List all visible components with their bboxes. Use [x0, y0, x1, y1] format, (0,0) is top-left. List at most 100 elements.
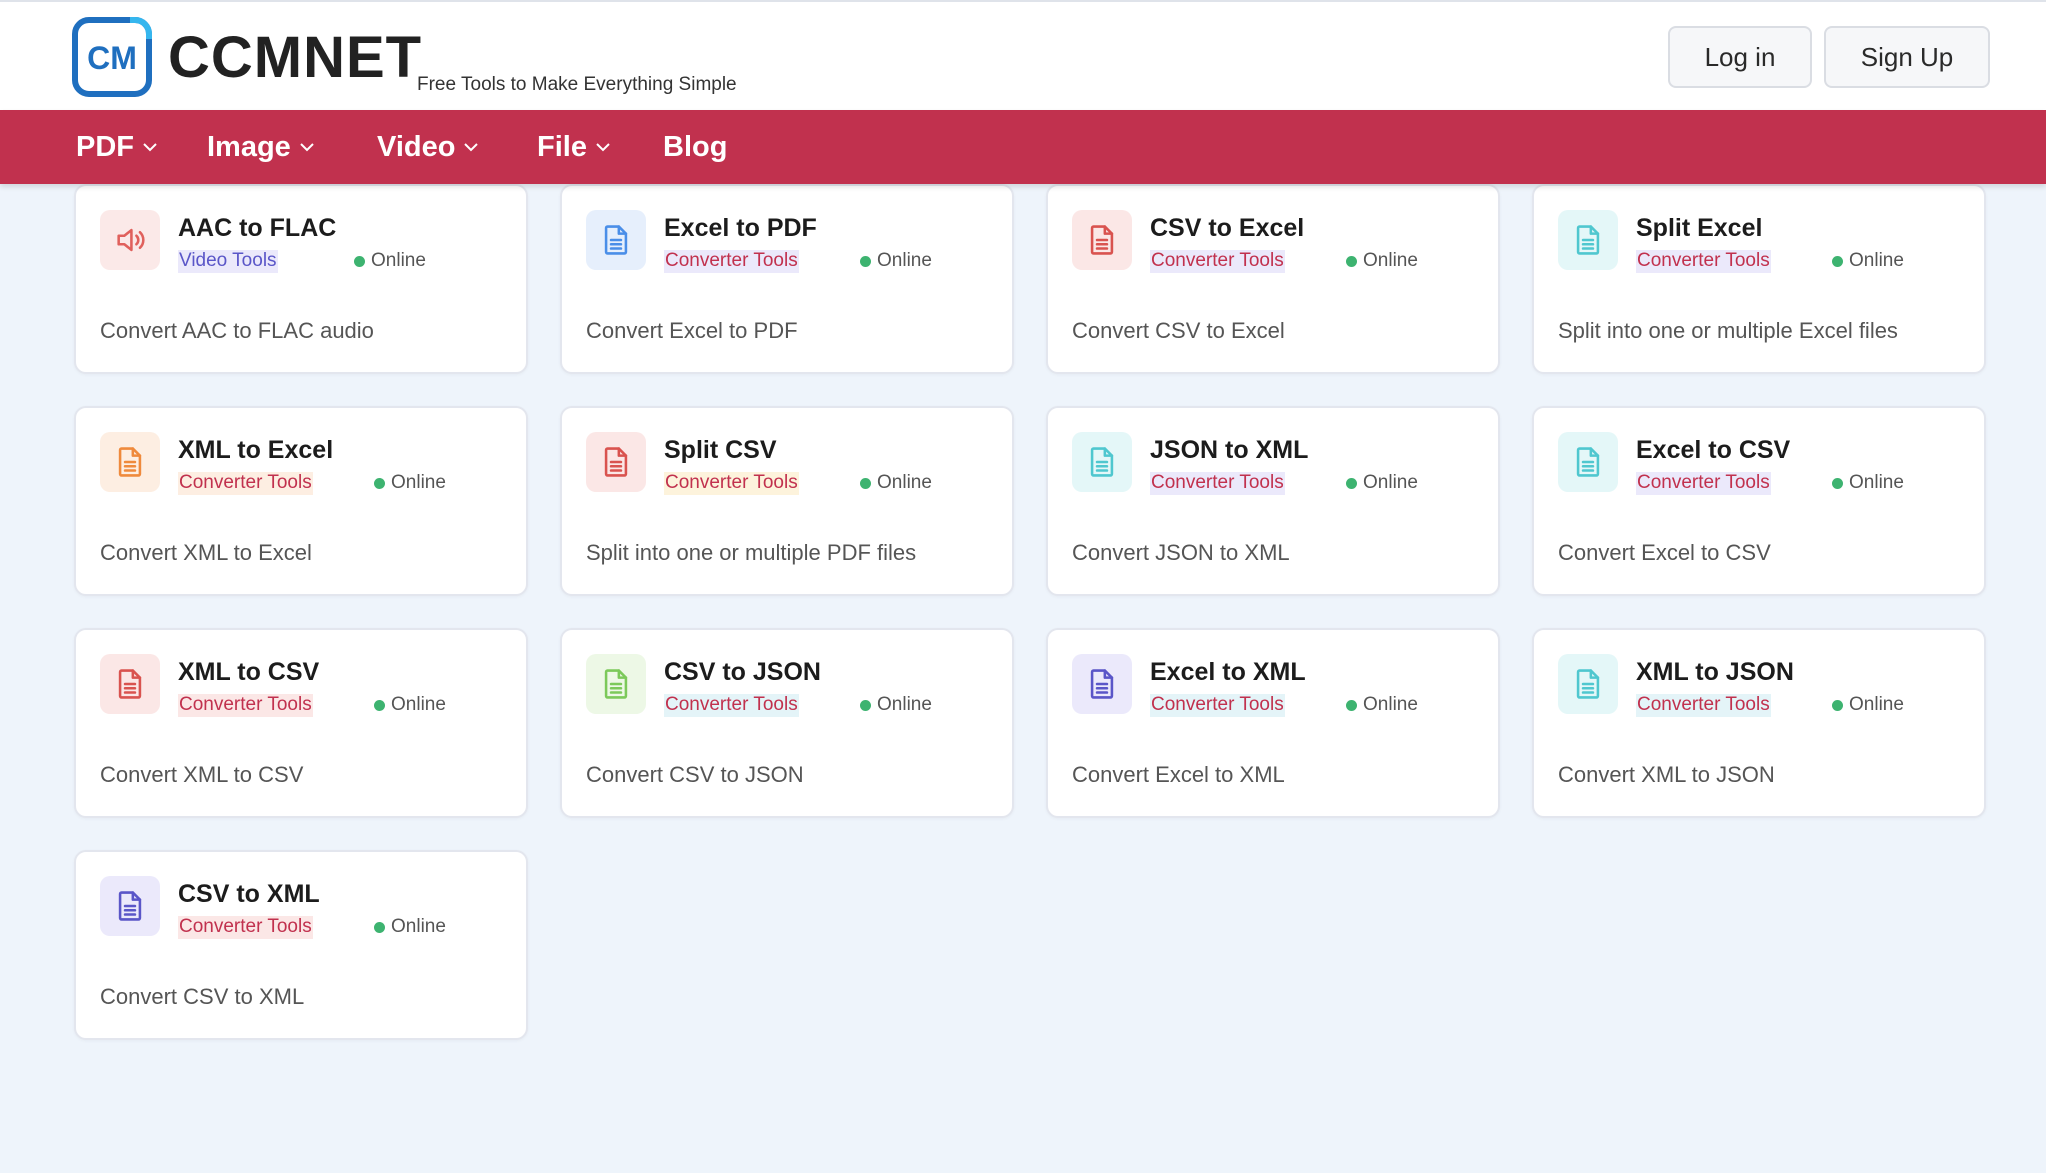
tool-category-link[interactable]: Converter Tools — [664, 694, 799, 717]
document-icon — [100, 876, 160, 936]
tool-category-link[interactable]: Converter Tools — [1150, 472, 1285, 495]
tool-category-link[interactable]: Converter Tools — [178, 694, 313, 717]
chevron-down-icon — [300, 143, 314, 152]
tool-card[interactable]: CSV to Excel Converter Tools Online Convert… — [1046, 184, 1500, 374]
status-text: Online — [391, 694, 446, 715]
tool-card[interactable]: Split CSV Converter Tools Online Split into… — [560, 406, 1014, 596]
status-text: Online — [391, 916, 446, 937]
status-badge: Online — [860, 694, 932, 716]
status-badge: Online — [1346, 250, 1418, 272]
signup-button[interactable]: Sign Up — [1824, 26, 1990, 88]
document-icon — [1072, 432, 1132, 492]
nav-item-pdf[interactable]: PDF — [76, 110, 158, 184]
tool-category-link[interactable]: Converter Tools — [1150, 250, 1285, 273]
status-badge: Online — [1346, 472, 1418, 494]
status-dot-icon — [1346, 255, 1357, 267]
tool-card[interactable]: Split Excel Converter Tools Online Split in… — [1532, 184, 1986, 374]
chevron-down-icon — [143, 143, 157, 152]
tool-category-link[interactable]: Converter Tools — [178, 916, 313, 939]
tool-description: Convert AAC to FLAC audio — [100, 318, 374, 343]
tool-title[interactable]: Split Excel — [1636, 214, 1763, 242]
nav-item-label: Image — [207, 130, 291, 163]
tool-card[interactable]: JSON to XML Converter Tools Online Convert … — [1046, 406, 1500, 596]
document-icon — [100, 654, 160, 714]
status-badge: Online — [1346, 694, 1418, 716]
tool-card[interactable]: CSV to XML Converter Tools Online Convert C… — [74, 850, 528, 1040]
tagline: Free Tools to Make Everything Simple — [417, 74, 737, 95]
tool-category-link[interactable]: Converter Tools — [1636, 472, 1771, 495]
status-badge: Online — [374, 916, 446, 938]
logo-text[interactable]: CCMNET — [168, 25, 423, 90]
nav-item-label: Blog — [663, 130, 728, 163]
nav-item-label: PDF — [76, 130, 134, 163]
tool-card[interactable]: Excel to XML Converter Tools Online Convert… — [1046, 628, 1500, 818]
status-text: Online — [1363, 250, 1418, 271]
status-badge: Online — [860, 250, 932, 272]
tool-card[interactable]: CSV to JSON Converter Tools Online Convert … — [560, 628, 1014, 818]
status-dot-icon — [1346, 699, 1357, 711]
status-text: Online — [1363, 472, 1418, 493]
status-text: Online — [1849, 694, 1904, 715]
login-button[interactable]: Log in — [1668, 26, 1812, 88]
status-dot-icon — [1346, 477, 1357, 489]
tool-category-link[interactable]: Converter Tools — [664, 472, 799, 495]
document-icon — [1558, 654, 1618, 714]
status-dot-icon — [860, 255, 871, 267]
nav-item-file[interactable]: File — [537, 110, 611, 184]
tool-title[interactable]: JSON to XML — [1150, 436, 1309, 464]
tool-card[interactable]: XML to Excel Converter Tools Online Convert… — [74, 406, 528, 596]
nav-item-image[interactable]: Image — [207, 110, 315, 184]
nav-item-video[interactable]: Video — [377, 110, 479, 184]
logo-icon[interactable]: CM — [72, 17, 152, 97]
status-badge: Online — [860, 472, 932, 494]
tool-category-link[interactable]: Converter Tools — [178, 472, 313, 495]
document-icon — [1558, 432, 1618, 492]
document-icon — [586, 654, 646, 714]
chevron-down-icon — [464, 143, 479, 152]
status-dot-icon — [374, 699, 385, 711]
tool-title[interactable]: Excel to PDF — [664, 214, 817, 242]
status-badge: Online — [1832, 694, 1904, 716]
tool-card[interactable]: Excel to PDF Converter Tools Online Convert… — [560, 184, 1014, 374]
tool-category-link[interactable]: Converter Tools — [1636, 250, 1771, 273]
tool-title[interactable]: Excel to XML — [1150, 658, 1306, 686]
tool-description: Convert Excel to PDF — [586, 318, 798, 343]
nav-item-label: File — [537, 130, 587, 163]
tool-description: Split into one or multiple PDF files — [586, 540, 917, 565]
tool-description: Convert CSV to XML — [100, 984, 305, 1009]
tool-description: Convert Excel to CSV — [1558, 540, 1771, 565]
status-dot-icon — [860, 477, 871, 489]
tool-category-link[interactable]: Converter Tools — [664, 250, 799, 273]
status-text: Online — [1849, 472, 1904, 493]
tool-title[interactable]: XML to CSV — [178, 658, 320, 686]
status-dot-icon — [1832, 255, 1843, 267]
tool-card[interactable]: XML to CSV Converter Tools Online Convert X… — [74, 628, 528, 818]
tool-category-link[interactable]: Converter Tools — [1636, 694, 1771, 717]
tool-title[interactable]: CSV to JSON — [664, 658, 821, 686]
status-badge: Online — [374, 694, 446, 716]
tool-card[interactable]: Excel to CSV Converter Tools Online Convert… — [1532, 406, 1986, 596]
speaker-icon — [100, 210, 160, 270]
tool-title[interactable]: Excel to CSV — [1636, 436, 1791, 464]
tool-card[interactable]: XML to JSON Converter Tools Online Convert … — [1532, 628, 1986, 818]
tool-title[interactable]: Split CSV — [664, 436, 777, 464]
tool-description: Convert Excel to XML — [1072, 762, 1285, 787]
status-text: Online — [877, 694, 932, 715]
status-badge: Online — [374, 472, 446, 494]
tool-title[interactable]: XML to JSON — [1636, 658, 1794, 686]
tool-title[interactable]: CSV to Excel — [1150, 214, 1305, 242]
tool-category-link[interactable]: Video Tools — [178, 250, 278, 273]
tool-category-link[interactable]: Converter Tools — [1150, 694, 1285, 717]
tool-title[interactable]: XML to Excel — [178, 436, 334, 464]
svg-text:CM: CM — [87, 40, 137, 76]
tool-card[interactable]: AAC to FLAC Video Tools Online Convert AAC … — [74, 184, 528, 374]
tool-title[interactable]: CSV to XML — [178, 880, 320, 908]
document-icon — [586, 432, 646, 492]
status-text: Online — [1363, 694, 1418, 715]
tool-description: Convert CSV to Excel — [1072, 318, 1285, 343]
document-icon — [100, 432, 160, 492]
tool-title[interactable]: AAC to FLAC — [178, 214, 337, 242]
nav-item-blog[interactable]: Blog — [663, 110, 727, 184]
status-dot-icon — [354, 255, 365, 267]
tool-description: Convert CSV to JSON — [586, 762, 804, 787]
